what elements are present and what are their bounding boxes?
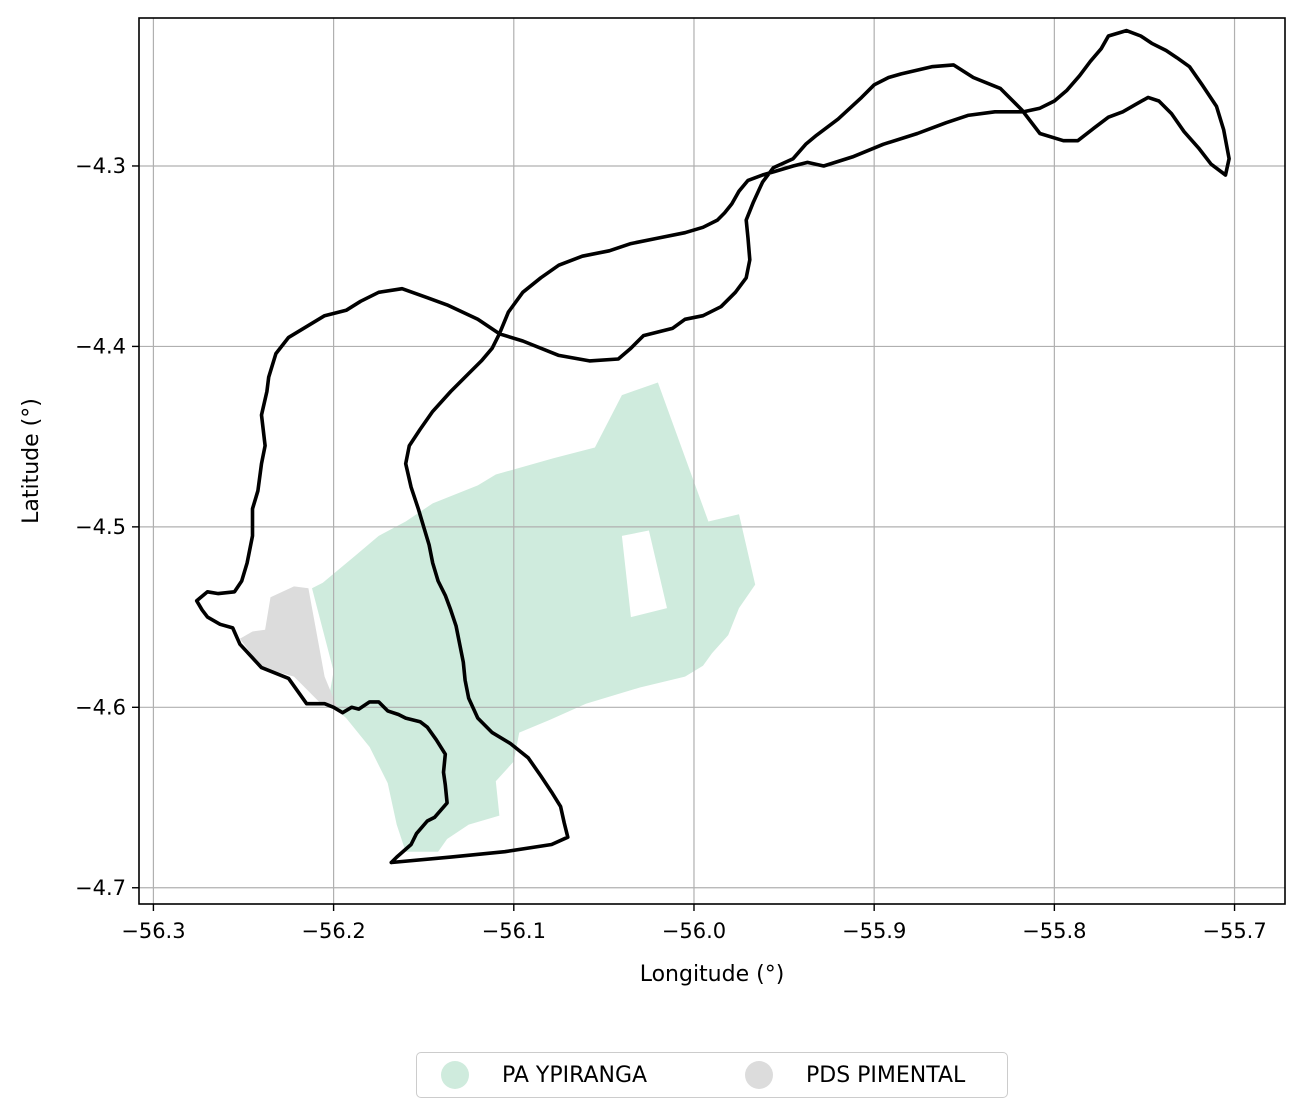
y-axis-label: Latitude (°)	[19, 398, 44, 524]
x-tick-label: −56.0	[662, 919, 726, 943]
y-tick-label: −4.4	[75, 334, 126, 358]
legend-item-pa-ypiranga: PA YPIRANGA	[441, 1053, 647, 1097]
x-tick-label: −55.9	[842, 919, 906, 943]
y-tick-label: −4.5	[75, 515, 126, 539]
x-tick-label: −56.2	[301, 919, 365, 943]
y-tick-label: −4.3	[75, 154, 126, 178]
y-tick-label: −4.6	[75, 695, 126, 719]
axes-background	[139, 18, 1285, 904]
legend-item-pds-pimental: PDS PIMENTAL	[745, 1053, 965, 1097]
x-tick-label: −56.3	[121, 919, 185, 943]
municipality-boundary	[194, 28, 1231, 865]
plot-area	[138, 17, 1286, 905]
legend-label-pds-pimental: PDS PIMENTAL	[806, 1062, 966, 1088]
grid-lines	[139, 18, 1285, 904]
x-axis-label: Longitude (°)	[640, 962, 785, 987]
boundary-line	[194, 28, 1231, 865]
y-tick-label: −4.7	[75, 876, 126, 900]
polygon-pa-ypiranga	[312, 382, 756, 852]
axes-frame	[138, 17, 1286, 905]
x-tick-label: −56.1	[482, 919, 546, 943]
legend-label-pa-ypiranga: PA YPIRANGA	[502, 1062, 648, 1088]
x-tick-label: −55.7	[1202, 919, 1266, 943]
legend: PA YPIRANGA PDS PIMENTAL	[416, 1052, 1008, 1098]
polygon-pds-pimental	[239, 586, 338, 708]
legend-marker-pds-pimental	[745, 1061, 773, 1089]
legend-marker-pa-ypiranga	[441, 1061, 469, 1089]
map-layers	[239, 382, 756, 852]
axis-ticks: −56.3 −56.2 −56.1 −56.0 −55.9 −55.8 −55.7 −4.3 −…	[75, 154, 1267, 943]
x-tick-label: −55.8	[1022, 919, 1086, 943]
